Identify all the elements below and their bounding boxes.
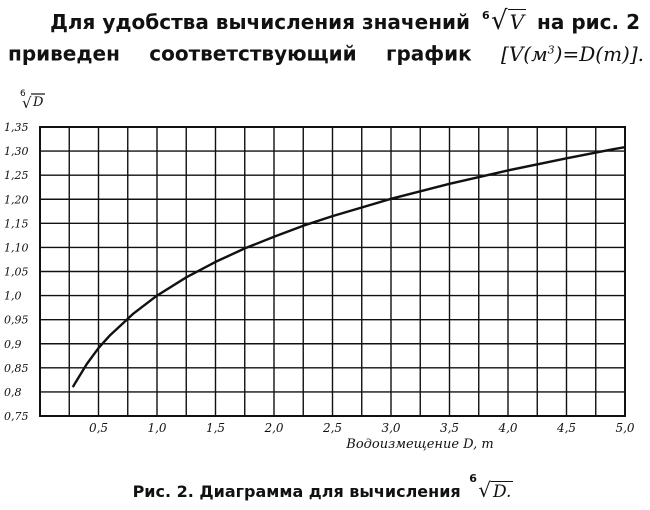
- grid-horizontal: [40, 150, 625, 393]
- data-curve: [71, 146, 626, 388]
- root-index: 6: [482, 9, 490, 22]
- radical-sign-icon: √: [491, 6, 508, 36]
- intro-line-1: Для удобства вычисления значений 6 √ V на …: [8, 8, 644, 36]
- x-tick-label: 3,5: [440, 421, 459, 435]
- y-tick-labels: 0,75 0,8 0,85 0,9 0,95 1,0 1,05 1,10 1,15 1,20 1,2…: [4, 121, 29, 423]
- y-tick-label: 0,75: [4, 410, 29, 423]
- y-tick-label: 1,25: [4, 169, 29, 182]
- formula-open: [V(м: [501, 41, 548, 66]
- formula: [V(м3)=D(т)].: [501, 42, 644, 66]
- root-variable: V: [507, 9, 527, 34]
- y-axis-label-index: 6: [20, 89, 26, 99]
- intro-line-1-text: Для удобства вычисления значений: [50, 10, 471, 34]
- caption-root-index: 6: [469, 472, 477, 485]
- y-tick-label: 0,8: [4, 386, 22, 399]
- x-tick-label: 3,0: [381, 421, 400, 435]
- x-tick-labels: 0,5 1,0 1,5 2,0 2,5 3,0 3,5 4,0 4,5 5,0: [89, 421, 635, 435]
- intro-line-2-text: приведен соответствующий график: [8, 41, 472, 66]
- y-tick-label: 1,15: [4, 217, 29, 230]
- x-tick-label: 2,0: [263, 421, 283, 435]
- y-tick-label: 1,20: [4, 193, 29, 206]
- x-tick-label: 1,5: [206, 421, 225, 435]
- intro-line-2: приведен соответствующий график [V(м3)=D…: [8, 36, 644, 68]
- x-tick-label: 1,0: [147, 421, 166, 435]
- y-tick-label: 1,05: [4, 266, 29, 279]
- caption-root-var: D.: [491, 481, 514, 502]
- intro-text: Для удобства вычисления значений 6 √ V на …: [8, 8, 644, 68]
- y-tick-label: 0,9: [4, 338, 22, 351]
- caption-radical-icon: √: [478, 478, 491, 502]
- y-tick-label: 1,10: [4, 241, 29, 254]
- formula-sup: 3: [547, 43, 555, 56]
- y-axis-radical-icon: √: [22, 94, 32, 112]
- x-tick-label: 5,0: [615, 421, 634, 435]
- y-axis-label-var: D: [32, 95, 44, 110]
- caption-text: Рис. 2. Диаграмма для вычисления: [132, 482, 461, 501]
- y-tick-label: 1,35: [4, 121, 29, 134]
- figure-caption: Рис. 2. Диаграмма для вычисления 6 √ D.: [0, 472, 650, 502]
- intro-line-1-tail: на рис. 2: [537, 10, 640, 34]
- x-tick-label: 0,5: [89, 421, 108, 435]
- x-tick-label: 2,5: [322, 421, 342, 435]
- chart: 0,75 0,8 0,85 0,9 0,95 1,0 1,05 1,10 1,15 1,20 1,2…: [4, 89, 635, 452]
- plot-frame: [39, 126, 626, 417]
- x-axis-label: Водоизмещение D, т: [345, 437, 493, 452]
- y-tick-label: 0,95: [4, 314, 29, 327]
- formula-mid: )=D(т)].: [554, 41, 644, 66]
- root-expression-v: 6 √ V: [482, 6, 527, 36]
- x-tick-label: 4,5: [556, 421, 576, 435]
- y-tick-label: 1,30: [4, 145, 29, 158]
- y-tick-label: 1,0: [4, 290, 22, 303]
- x-tick-label: 4,0: [497, 421, 517, 435]
- y-tick-label: 0,85: [4, 362, 29, 375]
- caption-root-expression: 6 √ D.: [469, 472, 514, 502]
